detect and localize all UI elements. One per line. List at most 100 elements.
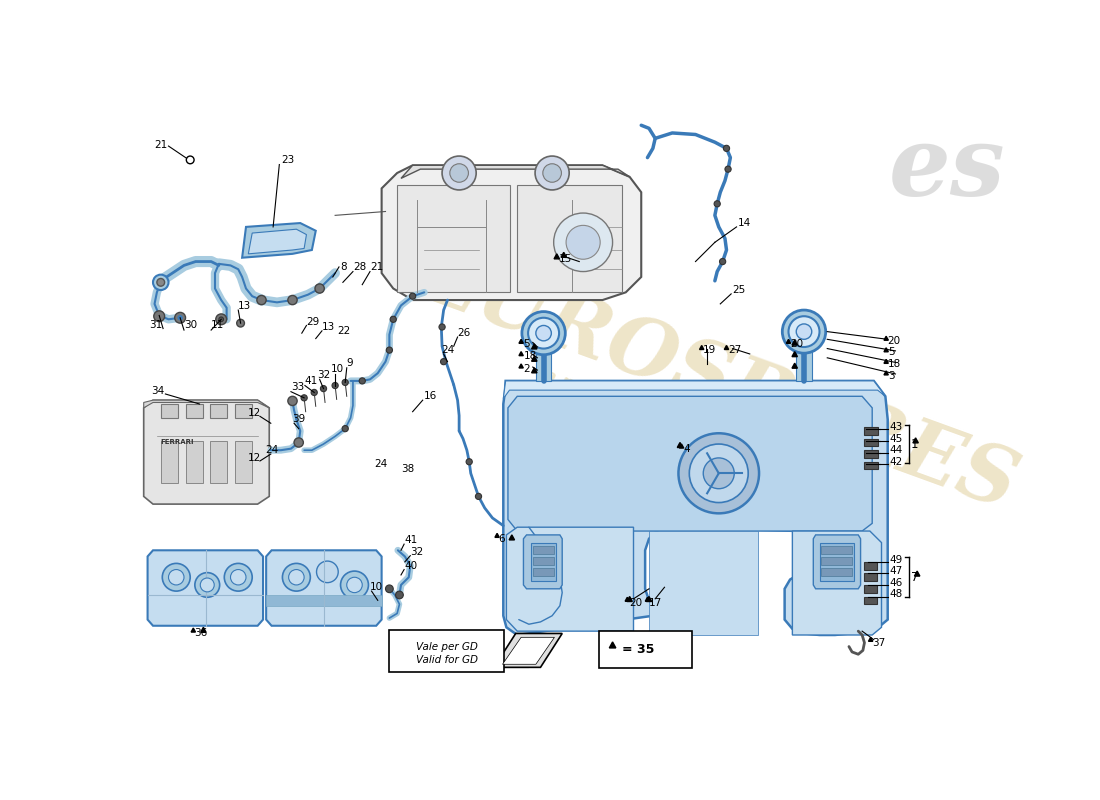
Polygon shape	[700, 346, 704, 350]
Bar	[186, 441, 202, 483]
Polygon shape	[503, 638, 554, 664]
Polygon shape	[536, 334, 551, 381]
Bar	[865, 597, 877, 604]
Circle shape	[153, 274, 168, 290]
Text: 44: 44	[889, 445, 902, 455]
Circle shape	[782, 310, 826, 353]
Circle shape	[553, 213, 613, 271]
Circle shape	[224, 563, 252, 591]
Text: 43: 43	[889, 422, 902, 432]
Text: 6: 6	[498, 534, 505, 544]
Text: es: es	[889, 122, 1005, 216]
Text: 26: 26	[458, 328, 471, 338]
Polygon shape	[680, 444, 684, 448]
Bar	[865, 438, 879, 446]
Text: 39: 39	[293, 414, 306, 424]
Circle shape	[200, 578, 214, 592]
Circle shape	[288, 396, 297, 406]
Circle shape	[342, 379, 349, 386]
Bar	[821, 568, 852, 576]
Text: 28: 28	[353, 262, 366, 272]
Circle shape	[535, 156, 569, 190]
Text: 14: 14	[738, 218, 751, 228]
Circle shape	[724, 146, 729, 151]
Polygon shape	[506, 527, 634, 631]
Text: 23: 23	[280, 155, 294, 165]
Bar	[865, 574, 877, 581]
Polygon shape	[519, 339, 524, 343]
Circle shape	[521, 311, 565, 354]
Bar	[865, 427, 879, 435]
Text: 13: 13	[322, 322, 335, 332]
Polygon shape	[792, 363, 798, 368]
Circle shape	[390, 316, 396, 322]
Polygon shape	[820, 542, 855, 581]
Circle shape	[341, 571, 368, 599]
Polygon shape	[397, 185, 509, 292]
Circle shape	[385, 585, 394, 593]
Text: 19: 19	[703, 345, 716, 355]
Text: 10: 10	[331, 364, 344, 374]
Polygon shape	[147, 550, 263, 626]
Polygon shape	[531, 356, 537, 362]
Polygon shape	[531, 542, 556, 581]
Polygon shape	[144, 400, 270, 408]
Text: EUROSPARES: EUROSPARES	[409, 237, 1028, 525]
Polygon shape	[524, 535, 562, 589]
Circle shape	[703, 458, 735, 489]
Circle shape	[154, 311, 165, 322]
Polygon shape	[517, 185, 622, 292]
Bar	[821, 546, 852, 554]
Bar	[865, 450, 879, 458]
Polygon shape	[519, 352, 524, 356]
Circle shape	[475, 494, 482, 499]
Polygon shape	[519, 364, 524, 368]
Text: 12: 12	[248, 453, 261, 463]
Polygon shape	[508, 396, 872, 531]
Text: 25: 25	[733, 285, 746, 295]
Text: 45: 45	[889, 434, 902, 444]
Polygon shape	[554, 254, 560, 259]
Circle shape	[789, 316, 820, 347]
Polygon shape	[678, 442, 683, 447]
Bar	[532, 568, 554, 576]
Text: 34: 34	[152, 386, 165, 396]
Text: 32: 32	[410, 547, 424, 557]
Circle shape	[301, 394, 307, 401]
Polygon shape	[266, 595, 382, 606]
Text: 32: 32	[317, 370, 330, 380]
Text: 31: 31	[150, 321, 163, 330]
Polygon shape	[504, 381, 888, 635]
Polygon shape	[884, 336, 889, 340]
Text: 13: 13	[239, 302, 252, 311]
Polygon shape	[531, 368, 537, 373]
Text: 41: 41	[404, 535, 417, 546]
Polygon shape	[191, 628, 196, 632]
Polygon shape	[531, 344, 537, 349]
Text: 11: 11	[211, 321, 224, 330]
Polygon shape	[649, 531, 758, 635]
Circle shape	[168, 570, 184, 585]
Polygon shape	[402, 166, 629, 178]
Circle shape	[294, 438, 304, 447]
Text: 22: 22	[338, 326, 351, 336]
Polygon shape	[504, 634, 529, 667]
Text: 12: 12	[248, 408, 261, 418]
Circle shape	[528, 318, 559, 349]
Text: 29: 29	[307, 317, 320, 326]
Text: Vale per GD: Vale per GD	[416, 642, 477, 651]
Text: FERRARI: FERRARI	[161, 439, 195, 446]
Polygon shape	[627, 597, 632, 602]
Bar	[821, 558, 852, 565]
Circle shape	[216, 314, 227, 325]
Circle shape	[219, 317, 223, 322]
Text: 20: 20	[629, 598, 642, 608]
Circle shape	[311, 390, 317, 395]
Circle shape	[283, 563, 310, 591]
Text: Valid for GD: Valid for GD	[416, 655, 477, 666]
Text: 17: 17	[649, 598, 662, 608]
Text: 16: 16	[425, 391, 438, 402]
Polygon shape	[792, 352, 798, 357]
Text: 21: 21	[154, 139, 168, 150]
Circle shape	[332, 382, 338, 389]
